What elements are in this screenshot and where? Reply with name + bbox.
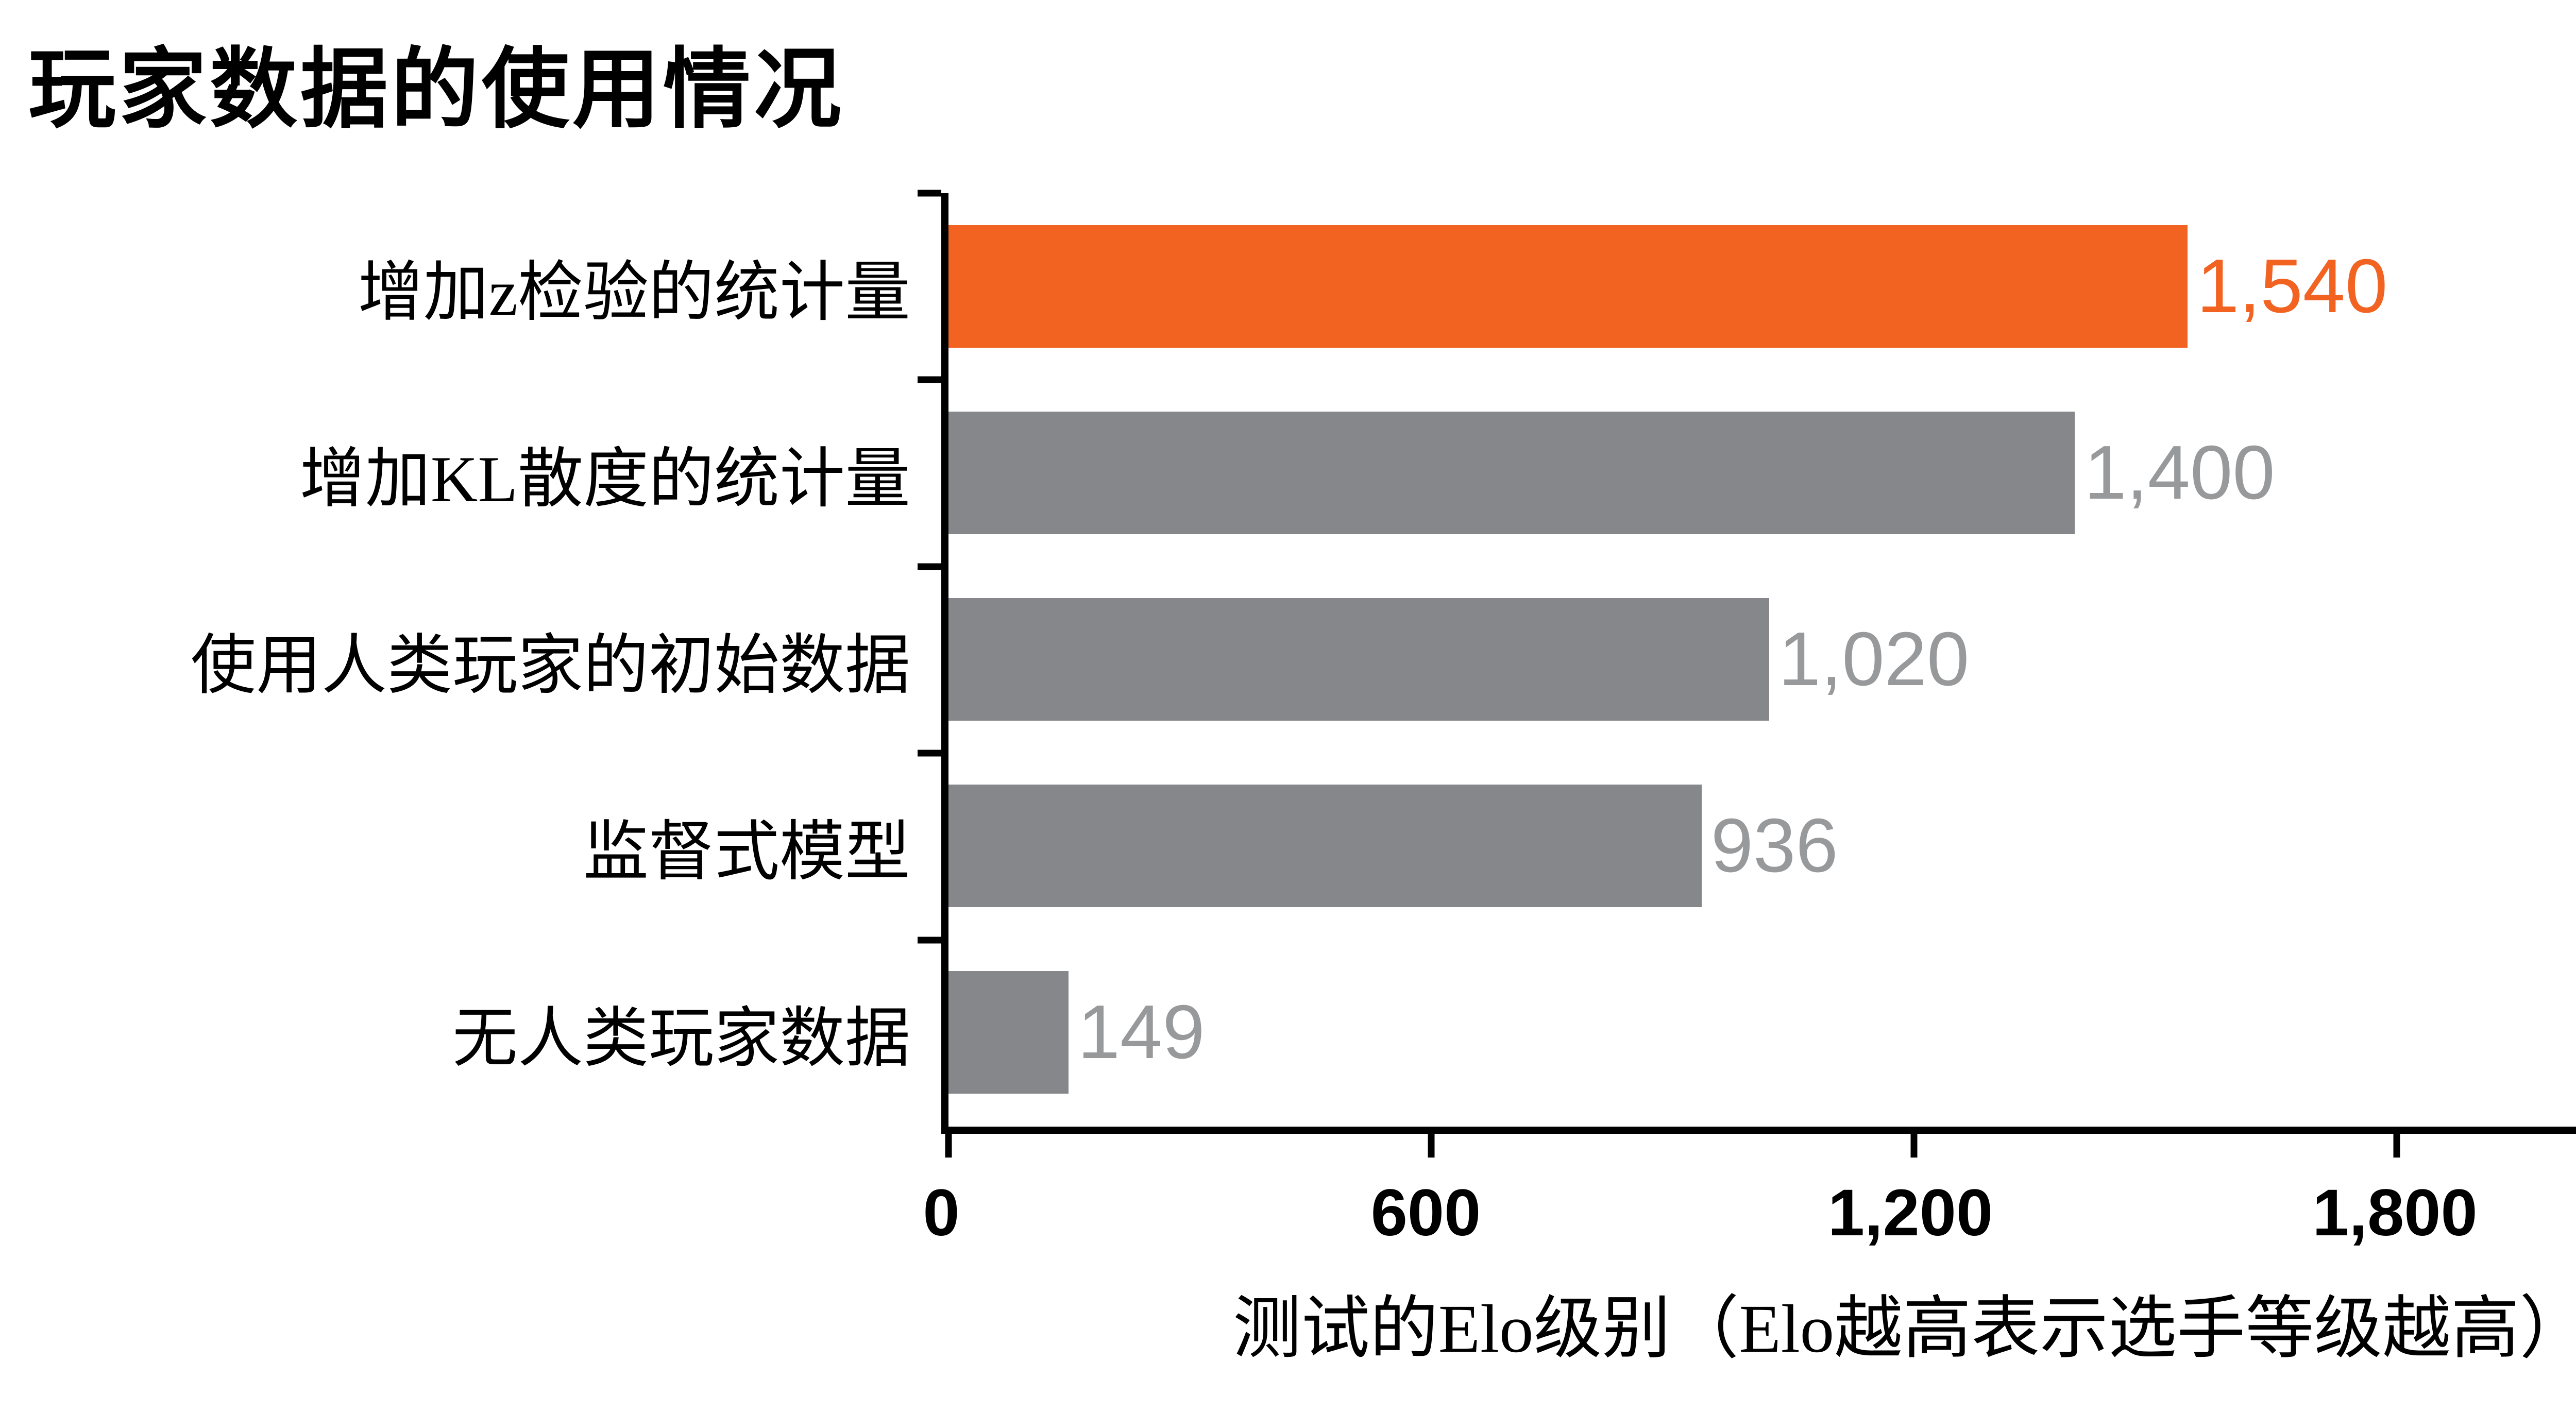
- y-axis-tick: [918, 937, 941, 944]
- x-axis-tick-label: 1,800: [2312, 1176, 2478, 1250]
- bar: [948, 785, 1702, 907]
- chart-title: 玩家数据的使用情况: [28, 42, 845, 139]
- x-axis-label: 测试的Elo级别（Elo越高表示选手等级越高）: [1232, 1290, 2576, 1367]
- x-axis-tick: [1428, 1134, 1435, 1158]
- value-label: 936: [1710, 803, 1838, 888]
- chart-body: 增加z检验的统计量增加KL散度的统计量使用人类玩家的初始数据监督式模型无人类玩家…: [28, 190, 2576, 1372]
- bar: [948, 971, 1069, 1094]
- x-axis-tick: [945, 1134, 952, 1158]
- y-axis-tick: [918, 190, 941, 197]
- bar-row: 1,400: [948, 380, 2576, 566]
- bar: [948, 225, 2188, 348]
- value-label: 1,540: [2196, 244, 2388, 329]
- category-label: 监督式模型: [583, 816, 910, 889]
- category-label: 无人类玩家数据: [452, 1003, 910, 1075]
- value-label: 149: [1077, 990, 1205, 1075]
- x-axis-tick: [1910, 1134, 1918, 1158]
- category-label: 增加KL散度的统计量: [299, 444, 910, 516]
- bar: [948, 412, 2075, 534]
- bar-row: 936: [948, 753, 2576, 939]
- y-axis-tick: [918, 563, 941, 570]
- y-axis-tick: [918, 750, 941, 757]
- category-label-column: 增加z检验的统计量增加KL散度的统计量使用人类玩家的初始数据监督式模型无人类玩家…: [28, 193, 941, 1126]
- bar-row: 149: [948, 939, 2576, 1126]
- x-axis-tick-label: 0: [923, 1176, 960, 1250]
- y-axis-tick: [918, 376, 941, 383]
- x-axis-tick-label: 1,200: [1827, 1176, 1993, 1250]
- category-label: 使用人类玩家的初始数据: [190, 630, 910, 702]
- bar-row: 1,540: [948, 193, 2576, 380]
- value-label: 1,020: [1778, 617, 1970, 702]
- category-label: 增加z检验的统计量: [358, 257, 910, 329]
- value-label: 1,400: [2084, 430, 2275, 515]
- x-axis-tick-label: 600: [1370, 1176, 1481, 1250]
- bar-row: 1,020: [948, 566, 2576, 753]
- plot-area: 1,540 1,400 1,020 936 149: [918, 190, 2576, 1158]
- bar: [948, 598, 1769, 721]
- x-axis-tick: [2393, 1134, 2400, 1158]
